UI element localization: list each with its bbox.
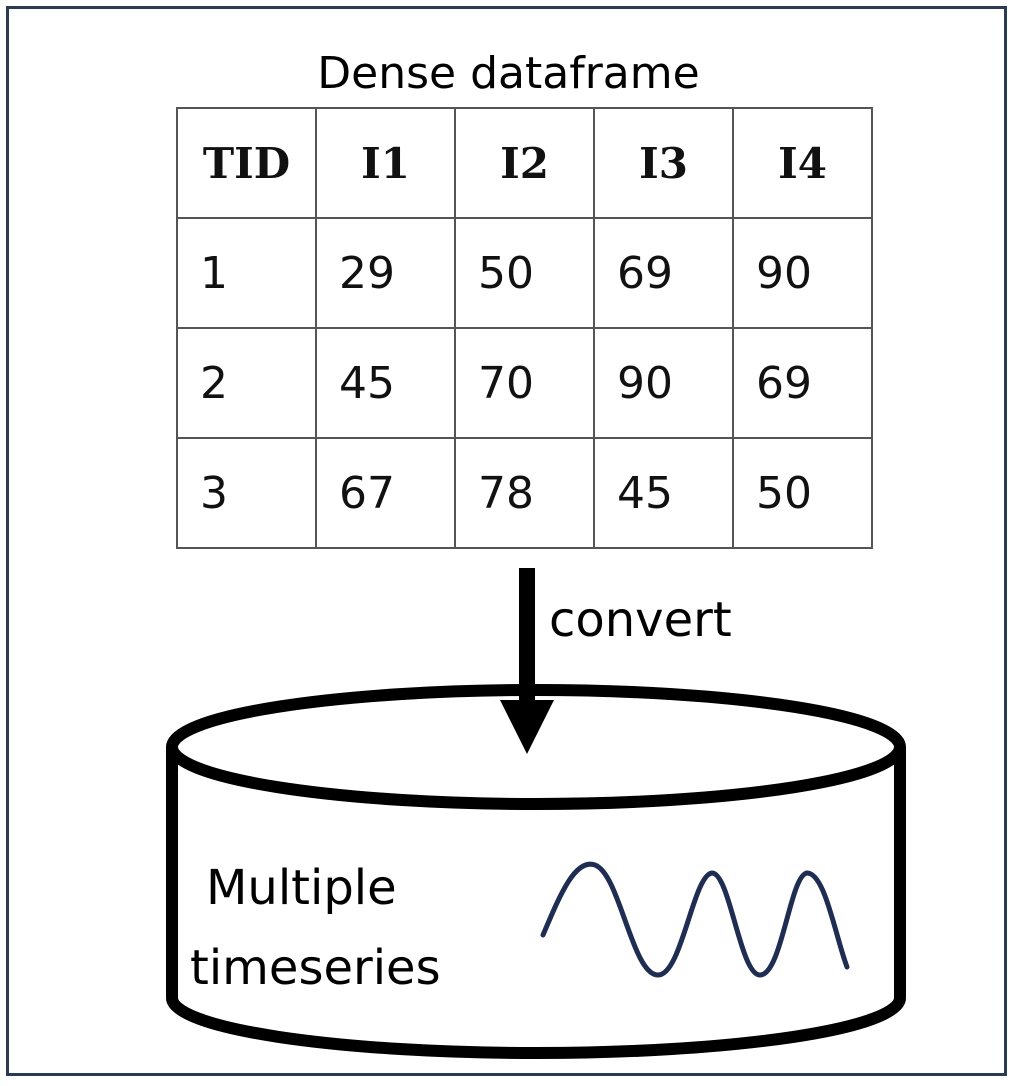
table-header-row: TID I1 I2 I3 I4 [176, 107, 873, 219]
convert-label: convert [549, 592, 732, 648]
header-cell: I2 [454, 107, 595, 219]
table-title: Dense dataframe [317, 48, 700, 99]
dense-dataframe-table: TID I1 I2 I3 I4 1 29 50 69 90 2 45 70 90… [176, 107, 873, 549]
convert-arrow-head [500, 700, 554, 754]
header-cell: I3 [593, 107, 734, 219]
table-cell: 70 [454, 327, 595, 439]
table-cell: 2 [176, 327, 317, 439]
table-cell: 90 [732, 217, 873, 329]
table-row: 2 45 70 90 69 [176, 327, 873, 439]
table-cell: 69 [732, 327, 873, 439]
table-row: 1 29 50 69 90 [176, 217, 873, 329]
cylinder-label-line2: timeseries [190, 940, 441, 996]
table-cell: 45 [593, 437, 734, 549]
header-cell: I1 [315, 107, 456, 219]
table-cell: 50 [454, 217, 595, 329]
table-cell: 78 [454, 437, 595, 549]
table-cell: 1 [176, 217, 317, 329]
table-cell: 90 [593, 327, 734, 439]
table-cell: 45 [315, 327, 456, 439]
table-cell: 3 [176, 437, 317, 549]
table-cell: 29 [315, 217, 456, 329]
cylinder-top [166, 684, 906, 810]
header-cell: I4 [732, 107, 873, 219]
table-cell: 50 [732, 437, 873, 549]
timeseries-wave-icon [540, 861, 850, 978]
header-cell: TID [176, 107, 317, 219]
table-row: 3 67 78 45 50 [176, 437, 873, 549]
cylinder-label-line1: Multiple [206, 860, 397, 916]
cylinder-body [166, 747, 906, 1059]
table-cell: 67 [315, 437, 456, 549]
diagram-frame [6, 6, 1007, 1076]
table-cell: 69 [593, 217, 734, 329]
